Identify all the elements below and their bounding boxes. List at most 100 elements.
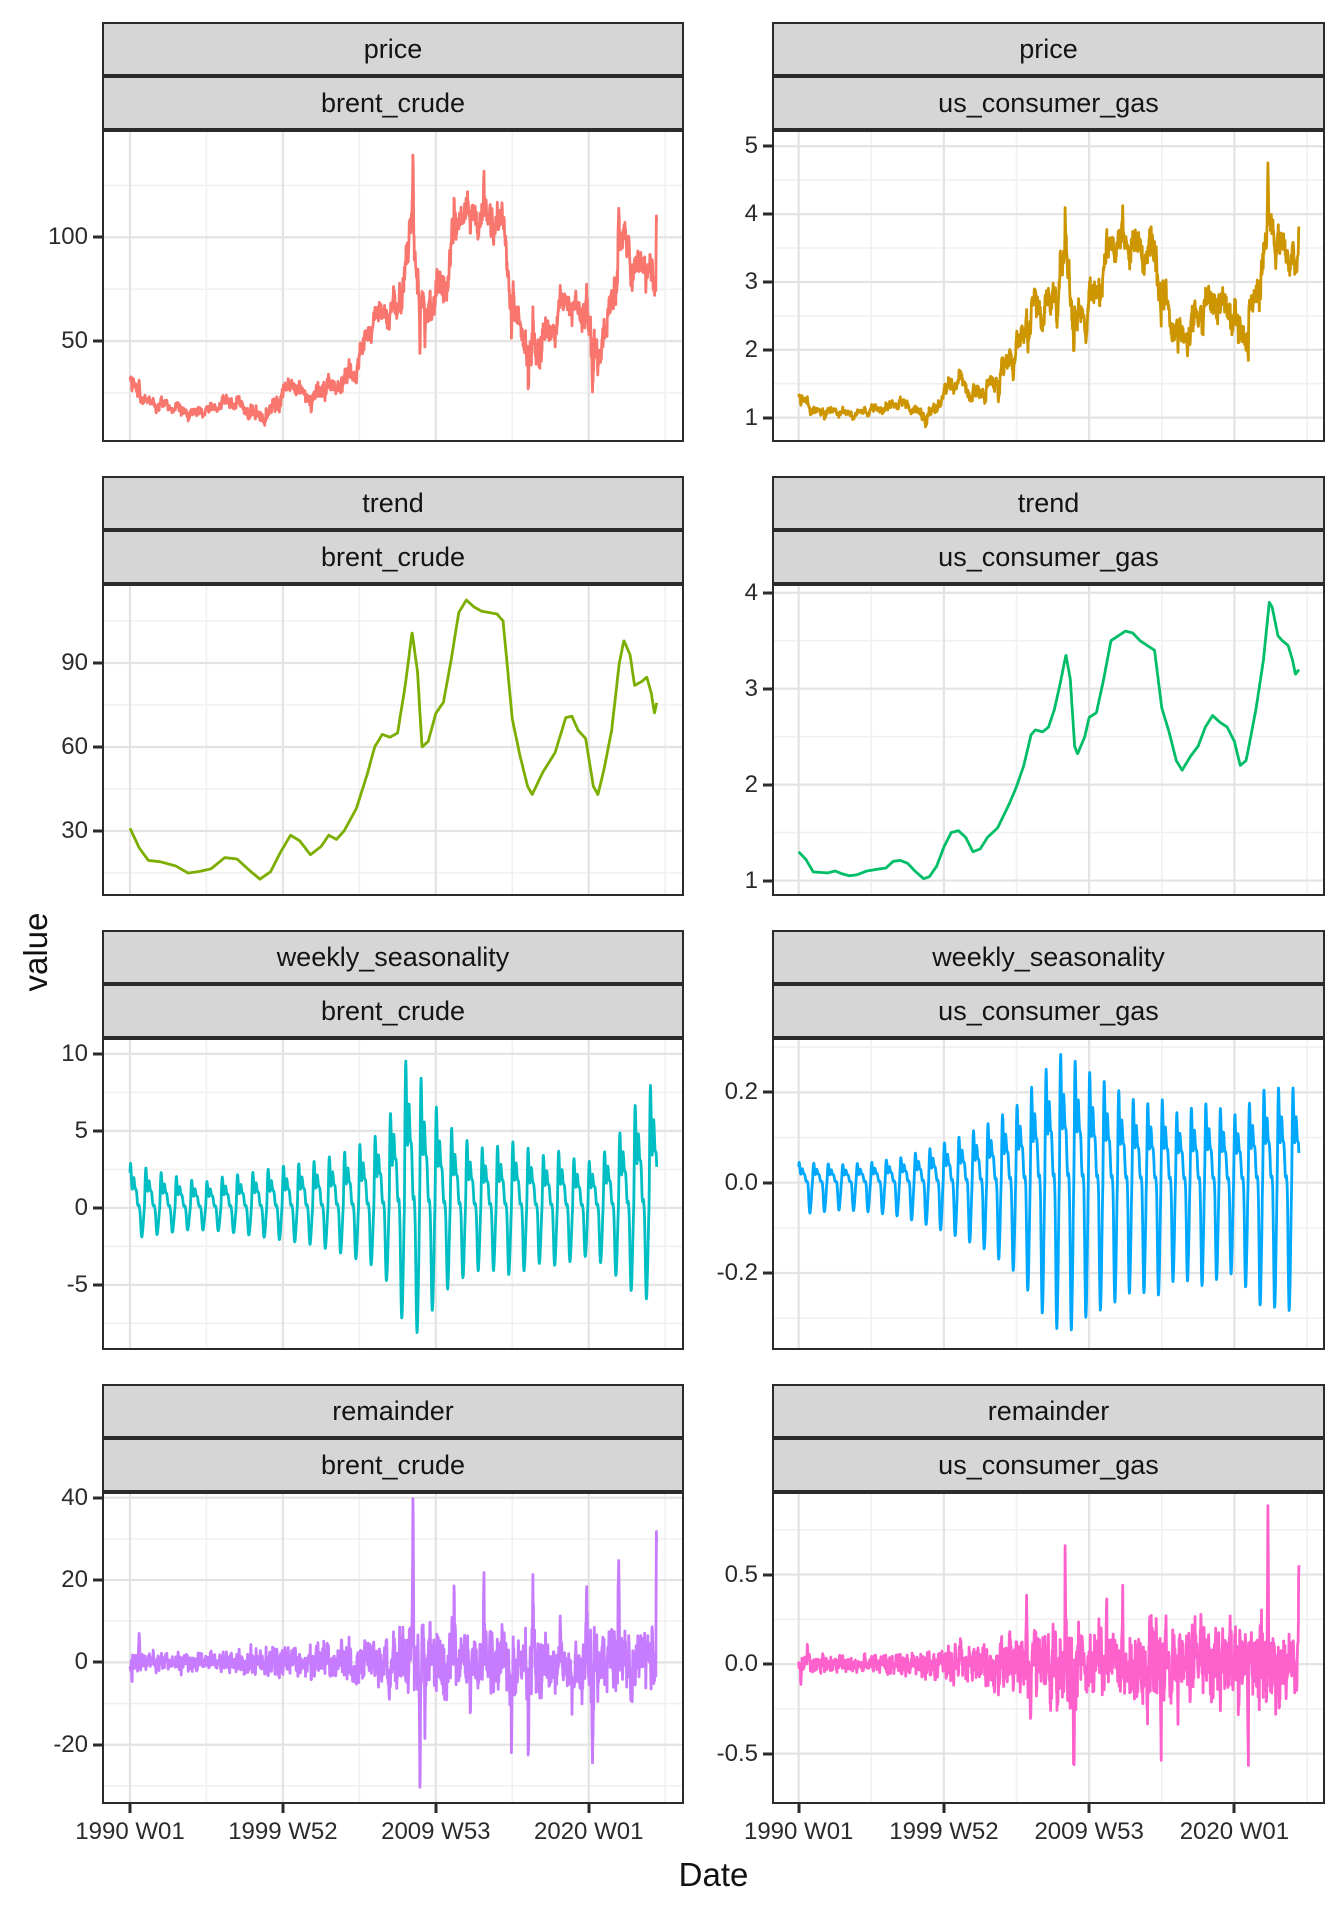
y-axis-tick-label: -0.5 (716, 1739, 758, 1767)
series-line-trend-brent_crude (128, 598, 659, 881)
y-axis-tick-mark (93, 1052, 102, 1056)
x-axis-tick-mark (128, 1804, 132, 1813)
panel-canvas-price-brent_crude (104, 132, 682, 440)
x-axis-tick-label: 1999 W52 (228, 1818, 338, 1845)
y-axis-tick-mark (93, 235, 102, 239)
x-axis-tick-mark (434, 1804, 438, 1813)
x-axis-tick-mark (587, 1804, 591, 1813)
x-axis-tick-label: 1999 W52 (889, 1818, 999, 1845)
y-axis-tick-label: 2 (744, 770, 758, 798)
y-axis-tick-mark (93, 1578, 102, 1582)
facet-strip-component: price (772, 22, 1325, 76)
x-axis-tick-label: 2009 W53 (1034, 1818, 1144, 1845)
panel-canvas-weekly_seasonality-brent_crude (104, 1040, 682, 1348)
facet-trend-brent-crude: trend brent_crude 30 60 90 (61, 476, 684, 896)
panel-canvas-trend-us_consumer_gas (774, 586, 1323, 894)
y-axis-tick-mark (763, 1752, 772, 1756)
y-axis-tick-mark (93, 1660, 102, 1664)
facet-strip-component: remainder (102, 1384, 684, 1438)
facet-strip-component: remainder (772, 1384, 1325, 1438)
y-axis-tick-label: 5 (744, 132, 758, 160)
x-axis-tick-mark (281, 1804, 285, 1813)
strip-label: price (1019, 33, 1078, 64)
facet-strip-series: us_consumer_gas (772, 1438, 1325, 1492)
panel-canvas-remainder-us_consumer_gas (774, 1494, 1323, 1802)
facet-strip-series: brent_crude (102, 1438, 684, 1492)
plot-panel: 30 60 90 (61, 584, 684, 896)
y-axis-tick-mark (763, 348, 772, 352)
facet-strip-series: us_consumer_gas (772, 76, 1325, 130)
y-axis-tick-label: 100 (47, 223, 88, 251)
x-axis-tick-mark (797, 1804, 801, 1813)
y-axis-tick-mark (93, 1129, 102, 1133)
y-axis-tick-mark (763, 416, 772, 420)
series-line-weekly_seasonality-brent_crude (128, 1059, 659, 1335)
strip-label: brent_crude (320, 995, 466, 1026)
y-axis-tick-label: 60 (61, 733, 88, 760)
y-axis-tick-mark (93, 661, 102, 665)
plot-panel: 50 100 (48, 130, 684, 442)
strip-label: us_consumer_gas (938, 1449, 1159, 1480)
plot-panel: -0.5 0.0 0.5 1990 W01 1999 W52 2009 W53 2020 W… (717, 1492, 1325, 1845)
x-axis-tick-label: 1990 W01 (743, 1818, 854, 1845)
strip-label: us_consumer_gas (938, 87, 1159, 118)
strip-label: trend (1017, 487, 1080, 518)
y-axis-tick-label: 5 (74, 1116, 88, 1144)
x-axis-tick-label: 2020 W01 (1179, 1818, 1290, 1845)
y-axis-tick-mark (93, 745, 102, 749)
y-axis-tick-label: 3 (744, 267, 758, 295)
facet-weekly-seasonality-brent-crude: weekly_seasonality brent_crude -5 0 5 10 (61, 930, 684, 1350)
x-axis-tick-mark (1232, 1804, 1236, 1813)
facet-strip-component: trend (102, 476, 684, 530)
facet-remainder-us-consumer-gas: remainder us_consumer_gas -0.5 0.0 0.5 1990… (717, 1384, 1325, 1845)
x-axis-tick-label: 2020 W01 (534, 1818, 644, 1845)
y-axis-tick-label: 1 (744, 866, 758, 894)
y-axis-tick-mark (93, 829, 102, 833)
y-axis-tick-mark (763, 1271, 772, 1275)
x-axis-tick-mark (1087, 1804, 1091, 1813)
y-axis-tick-mark (763, 783, 772, 787)
y-axis-tick-label: 0 (74, 1648, 88, 1676)
y-axis-tick-label: 4 (744, 200, 758, 228)
y-axis-tick-label: 50 (61, 327, 88, 355)
panel-canvas-trend-brent_crude (104, 586, 682, 894)
y-axis-tick-mark (93, 339, 102, 343)
series-line-remainder-brent_crude (128, 1497, 659, 1789)
y-axis-tick-label: 0.0 (724, 1168, 758, 1196)
plot-panel: 1 2 3 4 5 (745, 130, 1325, 442)
y-axis-tick-mark (93, 1206, 102, 1210)
facet-trend-us-consumer-gas: trend us_consumer_gas 1 2 3 4 (745, 476, 1325, 896)
y-axis-tick-mark (763, 879, 772, 883)
y-axis-tick-label: -0.2 (716, 1259, 758, 1287)
y-axis-tick-mark (763, 280, 772, 284)
strip-label: us_consumer_gas (938, 541, 1159, 572)
y-axis-tick-mark (763, 212, 772, 216)
facet-strip-component: trend (772, 476, 1325, 530)
facet-price-brent-crude: price brent_crude 50 100 (48, 22, 684, 442)
strip-label: brent_crude (320, 87, 466, 118)
y-axis-tick-label: 3 (744, 674, 758, 702)
strip-label: brent_crude (320, 1449, 466, 1480)
strip-label: price (363, 33, 423, 64)
y-axis-tick-label: 0.0 (724, 1650, 758, 1678)
series-line-weekly_seasonality-us_consumer_gas (797, 1052, 1301, 1332)
panel-canvas-price-us_consumer_gas (774, 132, 1323, 440)
y-axis-tick-label: 4 (744, 578, 758, 606)
strip-label: brent_crude (320, 541, 466, 572)
x-axis-title: Date (678, 1856, 749, 1893)
series-line-trend-us_consumer_gas (797, 600, 1301, 881)
y-axis-tick-label: 0.5 (724, 1560, 758, 1588)
facet-strip-series: us_consumer_gas (772, 530, 1325, 584)
x-axis-tick-label: 1990 W01 (75, 1818, 185, 1845)
series-line-price-brent_crude (128, 153, 659, 427)
y-axis-tick-label: 20 (61, 1566, 88, 1594)
strip-label: us_consumer_gas (938, 995, 1159, 1026)
y-axis-tick-mark (763, 1181, 772, 1185)
y-axis-tick-label: 40 (61, 1483, 88, 1511)
strip-label: trend (362, 487, 424, 518)
series-line-price-us_consumer_gas (797, 161, 1301, 429)
plot-panel: -5 0 5 10 (61, 1038, 684, 1350)
y-axis-tick-label: -5 (66, 1270, 88, 1298)
facet-remainder-brent-crude: remainder brent_crude -20 0 20 40 1990 W01 19… (53, 1384, 684, 1845)
